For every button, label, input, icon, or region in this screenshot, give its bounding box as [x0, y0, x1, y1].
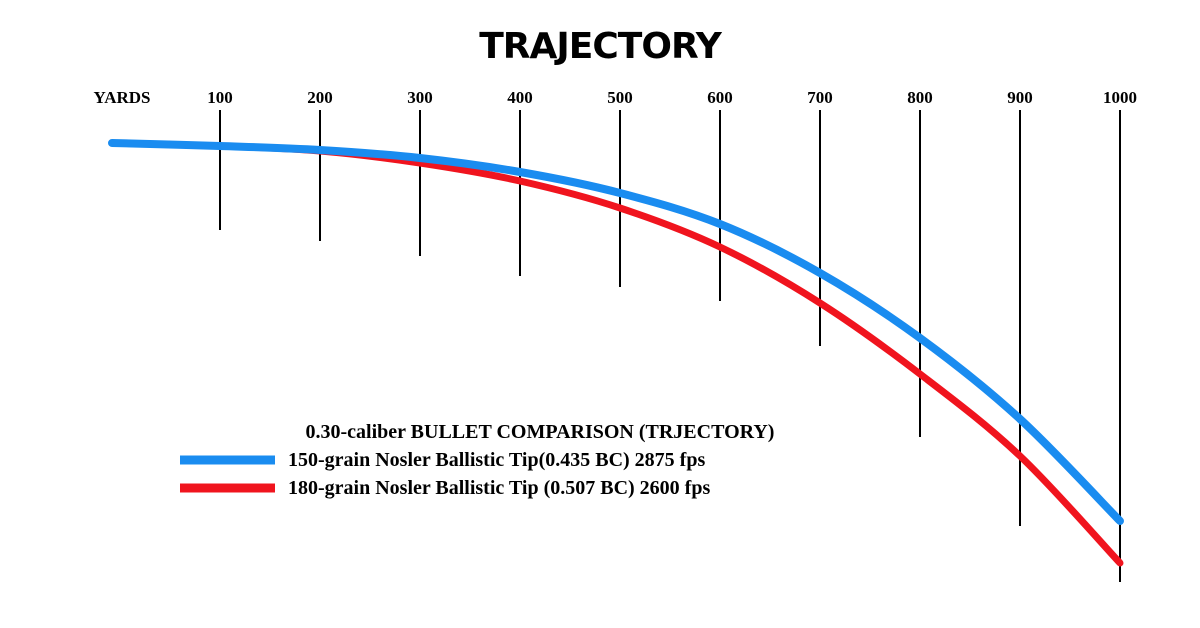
legend-title: 0.30-caliber BULLET COMPARISON (TRJECTOR… — [306, 421, 775, 443]
legend-label-2: 180-grain Nosler Ballistic Tip (0.507 BC… — [288, 477, 710, 499]
chart-title: TRAJECTORY — [479, 26, 722, 67]
tick-label-300: 300 — [407, 88, 433, 107]
tick-label-500: 500 — [607, 88, 633, 107]
tick-label-700: 700 — [807, 88, 833, 107]
tick-label-400: 400 — [507, 88, 533, 107]
tick-label-900: 900 — [1007, 88, 1033, 107]
yardage-markers: 100 200 300 400 500 600 700 800 900 1000 — [207, 88, 1137, 582]
tick-label-800: 800 — [907, 88, 933, 107]
x-axis-label: YARDS — [93, 88, 150, 107]
tick-label-200: 200 — [307, 88, 333, 107]
legend-label-1: 150-grain Nosler Ballistic Tip(0.435 BC)… — [288, 449, 705, 471]
tick-label-600: 600 — [707, 88, 733, 107]
series-line-1 — [108, 139, 1124, 525]
tick-label-100: 100 — [207, 88, 233, 107]
trajectory-lines — [108, 139, 1124, 567]
series-line-2 — [108, 139, 1124, 567]
legend: 0.30-caliber BULLET COMPARISON (TRJECTOR… — [180, 421, 774, 499]
tick-label-1000: 1000 — [1103, 88, 1137, 107]
